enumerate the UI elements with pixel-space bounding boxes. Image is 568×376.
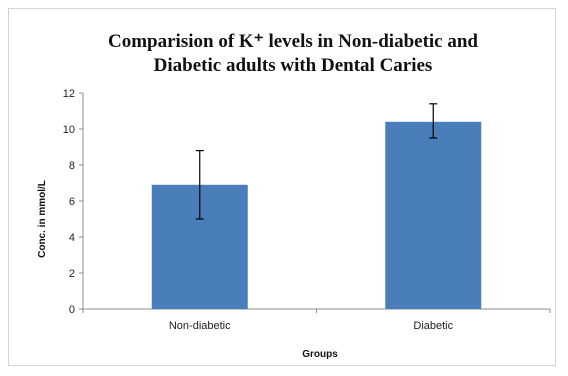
plot-area: 0 2 4 6 8 10 12 Non-diabetic Diabetic — [63, 88, 551, 332]
chart-title-line-2: Diabetic adults with Dental Caries — [154, 55, 433, 76]
x-axis-title: Groups — [302, 349, 338, 360]
y-tick-label: 12 — [63, 88, 75, 100]
bar — [385, 121, 482, 309]
y-tick-label: 2 — [69, 268, 75, 280]
x-category-label: Non-diabetic — [169, 320, 231, 332]
y-axis-title: Conc. in mmol/L — [37, 180, 48, 258]
chart-title-line-1: Comparision of K⁺ levels in Non-diabetic… — [108, 31, 478, 52]
y-tick-label: 6 — [69, 196, 75, 208]
bar-chart: Comparision of K⁺ levels in Non-diabetic… — [37, 31, 551, 360]
chart-container: Comparision of K⁺ levels in Non-diabetic… — [8, 8, 556, 366]
x-category-label: Diabetic — [413, 320, 453, 332]
y-tick-label: 10 — [63, 124, 75, 136]
y-tick-label: 4 — [69, 232, 75, 244]
y-tick-label: 0 — [69, 304, 75, 316]
y-tick-label: 8 — [69, 160, 75, 172]
